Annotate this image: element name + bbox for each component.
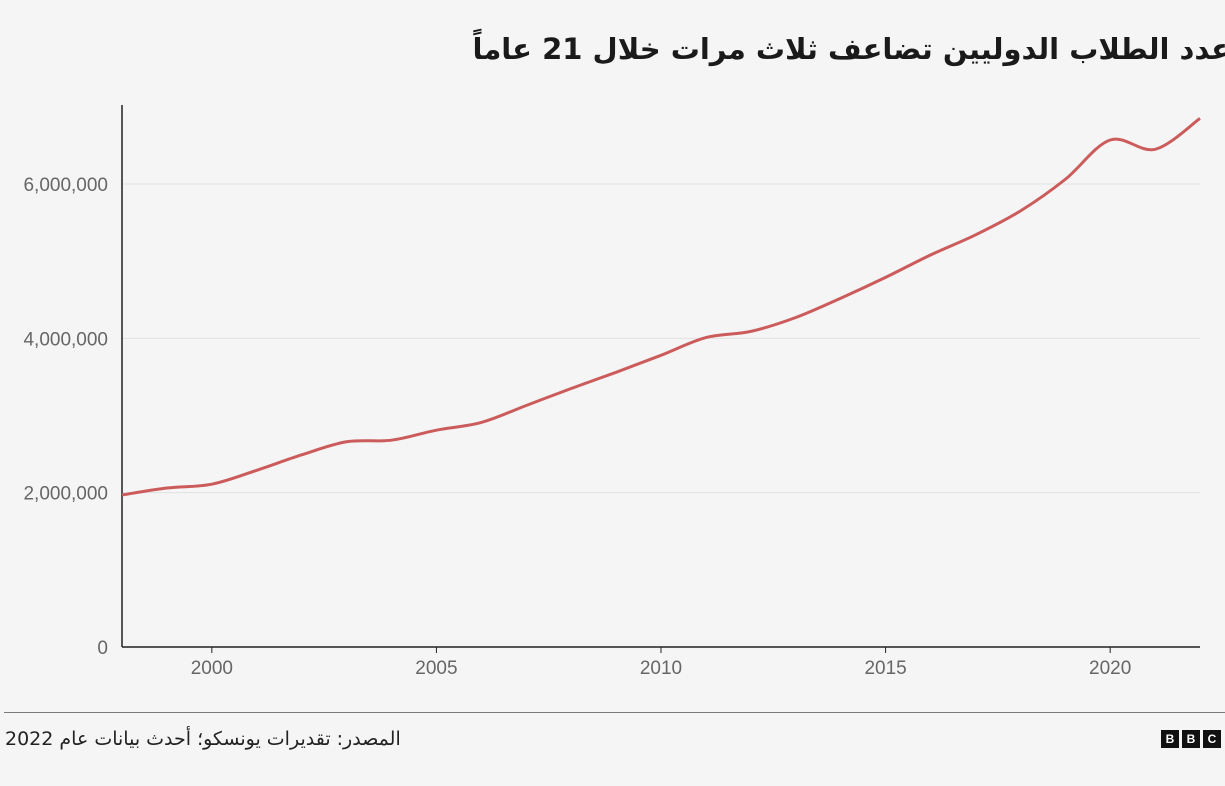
x-tick-label: 2020 (1089, 658, 1131, 679)
x-tick-label: 2015 (864, 658, 906, 679)
x-tick-label: 2010 (640, 658, 682, 679)
logo-letter: C (1203, 730, 1221, 748)
logo-letter: B (1182, 730, 1200, 748)
x-tick-label: 2005 (415, 658, 457, 679)
y-tick-label: 0 (97, 638, 108, 659)
series-line (121, 117, 1201, 497)
y-tick-label: 6,000,000 (23, 175, 108, 196)
source-note: المصدر: تقديرات يونسكو؛ أحدث بيانات عام … (5, 728, 401, 750)
y-tick-label: 4,000,000 (23, 329, 108, 350)
y-tick-label: 2,000,000 (23, 484, 108, 505)
logo-letter: B (1161, 730, 1179, 748)
footer-divider (4, 712, 1225, 713)
x-tick-label: 2000 (191, 658, 233, 679)
bbc-logo: B B C (1161, 730, 1221, 748)
chart-title: عدد الطلاب الدوليين تضاعف ثلاث مرات خلال… (472, 32, 1225, 66)
